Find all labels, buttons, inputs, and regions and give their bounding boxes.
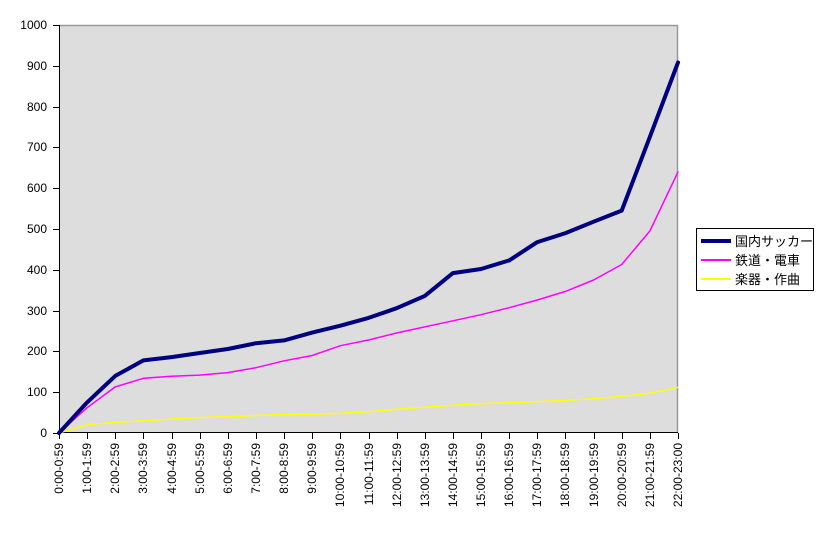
y-axis-label: 600	[26, 181, 47, 196]
x-axis-ticks	[59, 433, 679, 439]
y-axis-label: 200	[26, 344, 47, 359]
x-axis-label: 17:00-17:59	[530, 443, 545, 508]
y-axis-ticks	[53, 25, 59, 434]
y-axis-label: 800	[26, 99, 47, 114]
x-axis-label: 1:00-1:59	[80, 443, 95, 494]
y-axis-label: 0	[40, 426, 47, 440]
series-line-0	[57, 60, 680, 435]
x-axis-label: 8:00-8:59	[277, 443, 292, 494]
series-line-2	[58, 386, 679, 434]
x-axis-label: 2:00-2:59	[108, 443, 123, 494]
legend-line-sample	[701, 238, 731, 243]
legend-label: 国内サッカー	[735, 234, 814, 249]
x-axis-label: 14:00-14:59	[445, 443, 460, 508]
y-axis-label: 700	[26, 140, 47, 155]
legend-item: 楽器・作曲	[701, 269, 809, 288]
plot-background	[59, 25, 678, 433]
x-axis-label: 22:00-23:00	[671, 443, 685, 508]
legend-label: 楽器・作曲	[735, 272, 801, 287]
y-axis-label: 1000	[20, 18, 47, 32]
x-axis-label: 4:00-4:59	[164, 443, 179, 494]
axis-lines	[59, 25, 678, 433]
series-line-1	[58, 171, 679, 434]
x-axis-label: 6:00-6:59	[220, 443, 235, 494]
x-axis-label: 20:00-20:59	[614, 443, 629, 508]
y-axis-label: 400	[26, 262, 47, 277]
plot-border	[59, 24, 679, 433]
legend: 国内サッカー 鉄道・電車楽器・作曲	[696, 228, 814, 291]
x-axis-label: 7:00-7:59	[248, 443, 263, 494]
x-axis-label: 19:00-19:59	[586, 443, 601, 508]
legend-line-sample	[701, 258, 731, 261]
legend-item: 鉄道・電車	[701, 250, 809, 269]
x-axis-label: 12:00-12:59	[389, 443, 404, 508]
x-axis-label: 13:00-13:59	[417, 443, 432, 508]
y-axis-label: 500	[26, 222, 47, 236]
legend-label: 鉄道・電車	[735, 253, 801, 268]
x-axis-label: 5:00-5:59	[192, 443, 207, 494]
x-axis-label: 16:00-16:59	[502, 443, 517, 508]
x-axis-label: 11:00-11:59	[361, 443, 376, 506]
x-axis-label: 3:00-3:59	[136, 443, 151, 494]
y-axis-label: 100	[26, 385, 47, 400]
x-axis-label: 15:00-15:59	[474, 443, 489, 508]
y-axis-label: 900	[26, 58, 47, 73]
legend-item: 国内サッカー	[701, 231, 813, 250]
x-axis-label: 9:00-9:59	[305, 443, 320, 494]
x-axis-label: 18:00-18:59	[558, 443, 573, 508]
x-axis-label: 0:00-0:59	[52, 443, 66, 494]
x-axis-label: 10:00-10:59	[333, 443, 348, 508]
legend-line-sample	[701, 277, 731, 280]
x-axis-label: 21:00-21:59	[642, 443, 657, 508]
y-axis-label: 300	[26, 303, 47, 318]
